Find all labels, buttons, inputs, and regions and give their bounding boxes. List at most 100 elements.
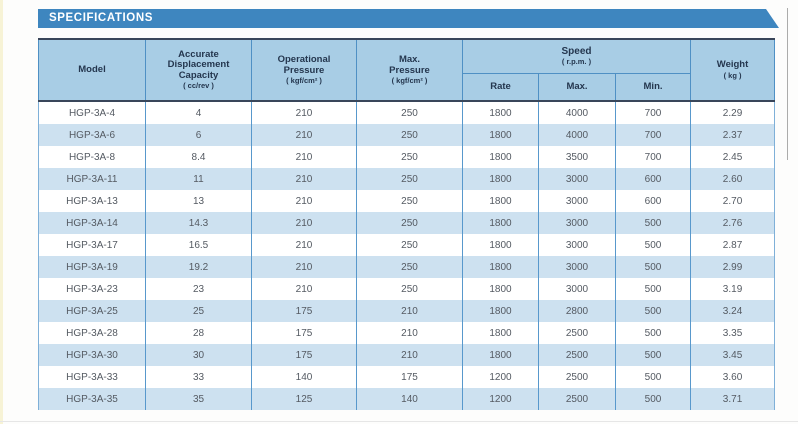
banner-title: SPECIFICATIONS <box>49 12 154 24</box>
cell-speed-min: 500 <box>614 212 692 234</box>
header-label: Speed <box>561 46 592 58</box>
cell-speed-rate: 1800 <box>462 212 539 234</box>
col-header-speed: Speed ( r.p.m. ) <box>461 38 692 74</box>
cell-max-pressure: 250 <box>356 256 463 278</box>
cell-model: HGP-3A-13 <box>38 190 146 212</box>
table-row: HGP-3A-13 13 210 250 1800 3000 600 2.70 <box>38 190 776 212</box>
cell-displacement-capacity: 14.3 <box>145 212 252 234</box>
cell-speed-min: 700 <box>614 146 692 168</box>
cell-displacement-capacity: 16.5 <box>145 234 252 256</box>
cell-operational-pressure: 140 <box>251 366 357 388</box>
header-unit: ( r.p.m. ) <box>561 57 592 67</box>
cell-displacement-capacity: 28 <box>145 322 252 344</box>
header-label: Displacement <box>167 59 230 71</box>
cell-speed-rate: 1800 <box>462 344 539 366</box>
header-label: Accurate <box>178 48 219 60</box>
cell-weight: 3.71 <box>690 388 776 410</box>
cell-displacement-capacity: 30 <box>145 344 252 366</box>
table-row: HGP-3A-35 35 125 140 1200 2500 500 3.71 <box>38 388 776 410</box>
cell-speed-max: 2500 <box>538 366 616 388</box>
col-header-displacement-capacity: Accurate Displacement Capacity ( cc/rev … <box>145 38 252 102</box>
cell-weight: 2.99 <box>690 256 776 278</box>
cell-speed-max: 3000 <box>538 212 616 234</box>
cell-displacement-capacity: 11 <box>145 168 252 190</box>
cell-speed-max: 3500 <box>538 146 616 168</box>
spec-table-body: HGP-3A-4 4 210 250 1800 4000 700 2.29 HGP-3A-6 6 2… <box>38 101 776 410</box>
cell-model: HGP-3A-19 <box>38 256 146 278</box>
cell-displacement-capacity: 19.2 <box>145 256 252 278</box>
cell-weight: 3.24 <box>690 300 776 322</box>
cell-speed-max: 3000 <box>538 190 616 212</box>
cell-operational-pressure: 210 <box>251 101 357 124</box>
header-label: Max. <box>398 54 421 65</box>
cell-speed-max: 3000 <box>538 234 616 256</box>
col-header-max-pressure: Max. Pressure ( kgf/cm² ) <box>356 38 463 102</box>
cell-model: HGP-3A-33 <box>38 366 146 388</box>
table-row: HGP-3A-17 16.5 210 250 1800 3000 500 2.87 <box>38 234 776 256</box>
table-row: HGP-3A-25 25 175 210 1800 2800 500 3.24 <box>38 300 776 322</box>
cell-max-pressure: 250 <box>356 278 463 300</box>
cell-max-pressure: 175 <box>356 366 463 388</box>
cell-operational-pressure: 210 <box>251 168 357 190</box>
header-unit: ( kgf/cm² ) <box>391 76 428 85</box>
cell-speed-max: 3000 <box>538 168 616 190</box>
table-row: HGP-3A-14 14.3 210 250 1800 3000 500 2.76 <box>38 212 776 234</box>
cell-max-pressure: 250 <box>356 234 463 256</box>
page-edge-strip <box>0 0 3 424</box>
cell-displacement-capacity: 6 <box>145 124 252 146</box>
cell-speed-min: 500 <box>614 278 692 300</box>
cell-model: HGP-3A-30 <box>38 344 146 366</box>
cell-weight: 2.60 <box>690 168 776 190</box>
col-header-speed-min: Min. <box>614 73 692 102</box>
cell-operational-pressure: 210 <box>251 146 357 168</box>
cell-operational-pressure: 175 <box>251 344 357 366</box>
table-row: HGP-3A-19 19.2 210 250 1800 3000 500 2.99 <box>38 256 776 278</box>
cell-speed-min: 500 <box>614 344 692 366</box>
cell-weight: 2.37 <box>690 124 776 146</box>
cell-speed-rate: 1800 <box>462 322 539 344</box>
header-label: Capacity <box>178 69 219 81</box>
cell-displacement-capacity: 4 <box>145 101 252 124</box>
cell-model: HGP-3A-23 <box>38 278 146 300</box>
cell-speed-min: 700 <box>614 101 692 124</box>
table-row: HGP-3A-30 30 175 210 1800 2500 500 3.45 <box>38 344 776 366</box>
cell-speed-rate: 1800 <box>462 278 539 300</box>
cell-speed-min: 500 <box>614 256 692 278</box>
cell-weight: 2.76 <box>690 212 776 234</box>
cell-operational-pressure: 175 <box>251 300 357 322</box>
cell-weight: 3.60 <box>690 366 776 388</box>
cell-speed-rate: 1800 <box>462 234 539 256</box>
cell-speed-rate: 1800 <box>462 256 539 278</box>
cell-max-pressure: 250 <box>356 190 463 212</box>
cell-speed-min: 600 <box>614 168 692 190</box>
cell-speed-max: 2500 <box>538 344 616 366</box>
cell-displacement-capacity: 8.4 <box>145 146 252 168</box>
header-label: Max. <box>566 80 588 92</box>
cell-model: HGP-3A-17 <box>38 234 146 256</box>
col-header-speed-rate: Rate <box>462 73 539 102</box>
cell-speed-rate: 1800 <box>462 190 539 212</box>
cell-max-pressure: 250 <box>356 124 463 146</box>
cell-speed-min: 500 <box>614 322 692 344</box>
cell-max-pressure: 250 <box>356 146 463 168</box>
cell-displacement-capacity: 13 <box>145 190 252 212</box>
col-header-speed-max: Max. <box>538 73 616 102</box>
cell-speed-min: 500 <box>614 300 692 322</box>
cell-speed-rate: 1800 <box>462 300 539 322</box>
header-label: Pressure <box>389 64 430 76</box>
table-row: HGP-3A-33 33 140 175 1200 2500 500 3.60 <box>38 366 776 388</box>
cell-model: HGP-3A-11 <box>38 168 146 190</box>
cell-speed-rate: 1800 <box>462 168 539 190</box>
header-unit: ( kg ) <box>723 70 742 80</box>
cell-speed-rate: 1800 <box>462 124 539 146</box>
table-row: HGP-3A-8 8.4 210 250 1800 3500 700 2.45 <box>38 146 776 168</box>
cell-weight: 3.35 <box>690 322 776 344</box>
cell-weight: 3.45 <box>690 344 776 366</box>
col-header-weight: Weight ( kg ) <box>690 38 776 102</box>
table-row: HGP-3A-11 11 210 250 1800 3000 600 2.60 <box>38 168 776 190</box>
header-label: Pressure <box>283 64 325 76</box>
cell-speed-max: 3000 <box>538 278 616 300</box>
col-header-model: Model <box>38 38 146 102</box>
cell-speed-rate: 1200 <box>462 388 539 410</box>
